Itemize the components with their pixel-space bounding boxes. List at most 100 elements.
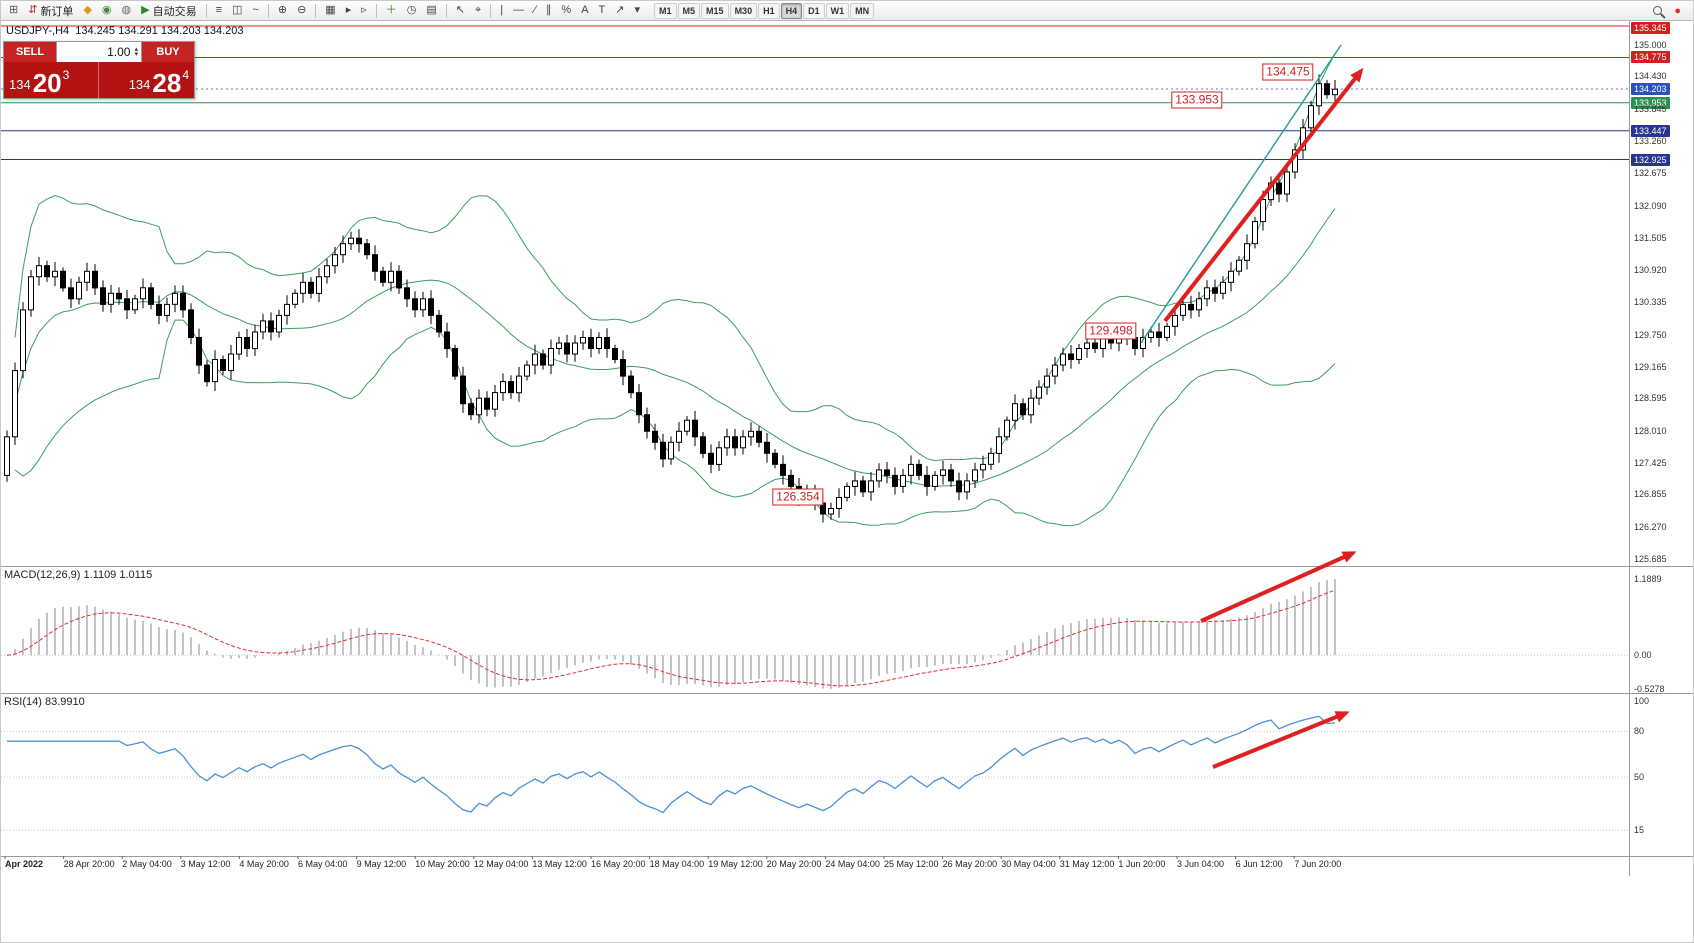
- time-tick-label: 18 May 04:00: [649, 859, 705, 869]
- price-tick: 126.270: [1634, 521, 1667, 532]
- chart-shift-icon[interactable]: ▹: [357, 3, 371, 19]
- price-tick: 128.595: [1634, 393, 1667, 404]
- price-tick: 132.090: [1634, 200, 1667, 211]
- time-tick-label: 16 May 20:00: [591, 859, 646, 869]
- price-tick: 130.920: [1634, 265, 1667, 276]
- bar-chart-icon: ≡: [215, 4, 223, 16]
- price-annotation: 133.953: [1171, 91, 1223, 109]
- buy-button[interactable]: BUY: [142, 42, 194, 62]
- volume-up-icon[interactable]: ▴: [134, 46, 138, 53]
- timeframe-w1[interactable]: W1: [825, 2, 850, 19]
- timeframe-m5[interactable]: M5: [677, 2, 701, 19]
- fibonacci-icon[interactable]: %: [557, 3, 575, 19]
- timeframe-h4[interactable]: H4: [780, 2, 803, 19]
- autotrade-button[interactable]: ▶ 自动交易: [137, 3, 200, 19]
- tile-windows-icon: ▦: [325, 4, 336, 16]
- chart-shift-icon: ▹: [361, 4, 367, 16]
- tile-windows-icon[interactable]: ▦: [321, 3, 339, 19]
- time-axis[interactable]: Apr 2022 28 Apr 20:00 2 May 04:00 3 May 12:…: [1, 857, 1629, 875]
- timeframe-m30[interactable]: M30: [729, 2, 758, 19]
- data-window-icon[interactable]: ◍: [118, 3, 136, 19]
- bar-chart-icon[interactable]: ≡: [212, 3, 226, 19]
- sell-price[interactable]: 134 20 3: [4, 62, 99, 98]
- buy-price[interactable]: 134 28 4: [99, 62, 194, 98]
- arrows-icon[interactable]: ↗: [611, 3, 628, 19]
- timeframe-h1[interactable]: H1: [758, 2, 780, 19]
- volume-down-icon[interactable]: ▾: [134, 51, 138, 58]
- time-tick-label: 20 May 20:00: [766, 859, 822, 869]
- price-tick: 125.685: [1634, 554, 1667, 564]
- vertical-line-icon[interactable]: |: [496, 3, 507, 19]
- channel-icon[interactable]: ∥: [542, 3, 556, 19]
- trade-panel-prices: 134 20 3 134 28 4: [4, 62, 194, 98]
- label-icon: T: [598, 4, 606, 16]
- record-icon[interactable]: ●: [1674, 4, 1681, 17]
- label-icon[interactable]: T: [595, 3, 610, 19]
- volume-input[interactable]: 1.00 ▴ ▾: [56, 42, 142, 62]
- toolbar-separator: [267, 3, 269, 18]
- time-tick-label: 28 Apr 20:00: [63, 859, 115, 869]
- volume-value: 1.00: [107, 45, 131, 59]
- timeframe-mn[interactable]: MN: [850, 2, 875, 19]
- time-tick-label: 3 May 12:00: [180, 859, 231, 869]
- time-tick-label: 4 May 20:00: [239, 859, 289, 869]
- toolbar-separator: [445, 3, 447, 18]
- price-tick: 128.010: [1634, 425, 1667, 436]
- line-chart-icon: ~: [252, 4, 259, 16]
- timeframe-d1[interactable]: D1: [803, 2, 825, 19]
- toolbar-separator: [315, 3, 317, 18]
- market-watch-icon: ◉: [101, 4, 112, 16]
- price-annotation: 129.498: [1085, 322, 1137, 340]
- time-tick-label: 7 Jun 20:00: [1294, 859, 1342, 869]
- buy-price-point: 4: [182, 68, 189, 82]
- price-axis[interactable]: 135.345 135.000 134.775 134.430 134.203 133.9…: [1631, 1, 1693, 876]
- vertical-line-icon: |: [500, 4, 504, 16]
- sell-price-whole: 134: [9, 77, 31, 92]
- zoom-in-icon[interactable]: ⊕: [274, 3, 291, 19]
- macd-tick: 0.00: [1634, 650, 1652, 661]
- trendline-icon[interactable]: ∕: [530, 3, 540, 19]
- fibonacci-icon: %: [561, 4, 572, 16]
- toolbar-separator: [375, 3, 377, 18]
- text-icon[interactable]: A: [577, 3, 592, 19]
- dropdown-icon: ▾: [634, 4, 641, 16]
- periods-icon[interactable]: ◷: [403, 3, 421, 19]
- toolbar-separator: [490, 3, 492, 18]
- auto-scroll-icon[interactable]: ▸: [342, 3, 356, 19]
- autotrade-button: ▶: [141, 4, 150, 16]
- trendline-icon: ∕: [534, 4, 536, 16]
- zoom-out-icon[interactable]: ⊖: [293, 3, 310, 19]
- macd-label: MACD(12,26,9) 1.1109 1.0115: [4, 569, 153, 581]
- indicators-icon[interactable]: ＋: [382, 3, 401, 19]
- timeframe-m15[interactable]: M15: [701, 2, 729, 19]
- zoom-out-icon: ⊖: [297, 4, 307, 16]
- line-chart-icon[interactable]: ~: [248, 3, 262, 19]
- new-order-button[interactable]: ⇵ 新订单: [24, 3, 77, 19]
- new-chart-icon[interactable]: ⊞: [5, 3, 22, 19]
- data-window-icon: ◍: [121, 4, 132, 16]
- dropdown-icon[interactable]: ▾: [630, 3, 644, 19]
- price-tick: 131.505: [1634, 232, 1667, 243]
- periods-icon: ◷: [406, 4, 417, 16]
- new-order-button: ⇵: [28, 4, 38, 16]
- candlestick-chart-icon[interactable]: ◫: [228, 3, 246, 19]
- search-icon[interactable]: [1653, 6, 1663, 15]
- templates-icon[interactable]: ▤: [422, 3, 440, 19]
- toolbar: ⊞ ⇵ 新订单 ◆ ◉ ◍ ▶ 自动交易 ≡ ◫ ~ ⊕ ⊖ ▦ ▸ ▹ ＋ ◷ ▤ ↖ ⌖ | — ∕ ∥% A T ↗ ▾ M1 M5 M…: [1, 1, 1693, 21]
- cursor-icon[interactable]: ↖: [452, 3, 469, 19]
- market-watch-icon[interactable]: ◉: [98, 3, 116, 19]
- timeframe-m1[interactable]: M1: [654, 2, 677, 19]
- price-tick: 133.845: [1634, 103, 1667, 114]
- price-annotation: 134.475: [1262, 63, 1314, 81]
- favorites-icon[interactable]: ◆: [79, 3, 95, 19]
- buy-price-whole: 134: [128, 77, 151, 92]
- price-tick: 132.925: [1631, 153, 1670, 166]
- crosshair-icon[interactable]: ⌖: [471, 3, 485, 19]
- crosshair-icon: ⌖: [475, 4, 482, 16]
- sell-button[interactable]: SELL: [4, 42, 56, 62]
- price-tick: 127.425: [1634, 457, 1667, 468]
- horizontal-line-icon[interactable]: —: [509, 3, 528, 19]
- price-tick: 132.675: [1634, 168, 1667, 179]
- new-chart-icon: ⊞: [9, 4, 19, 16]
